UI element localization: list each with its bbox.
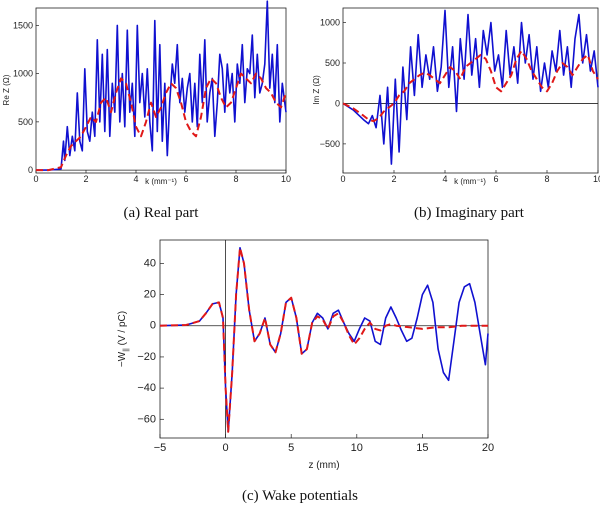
x-tick-label: 6 (493, 174, 498, 184)
panel-a-frame (35, 7, 287, 174)
y-tick-label: 0 (28, 165, 33, 175)
panel-b-ylabel: Im Z (Ω) (312, 75, 321, 105)
x-tick-label: 4 (133, 174, 138, 184)
panel-b-series (342, 9, 599, 165)
x-tick-label: 20 (482, 442, 494, 454)
x-tick-label: 8 (233, 174, 238, 184)
caption-c: (c) Wake potentials (242, 488, 358, 504)
x-tick-label: 4 (442, 174, 447, 184)
panel-b-frame (342, 7, 599, 174)
panel-a-xlabel: k (mm⁻¹) (145, 177, 177, 186)
y-tick-label: −500 (320, 139, 340, 149)
panel-c-xlabel: z (mm) (308, 460, 339, 471)
x-tick-label: 0 (223, 442, 229, 454)
x-tick-label: 5 (288, 442, 294, 454)
panel-c-ylabel-rest: (V / pC) (117, 311, 128, 348)
panel-b-xlabel: k (mm⁻¹) (454, 177, 486, 186)
series-dashed-red-line (342, 49, 599, 123)
panel-c-ylabel-main: −W (117, 351, 128, 367)
series-solid-blue-line (36, 0, 287, 171)
panel-c-wake-potentials: −5 0 5 10 15 20 40 20 0 −20 −40 −60 z (mm) −W|| (V … (117, 239, 494, 471)
panel-a-ylabel: Re Z (Ω) (2, 74, 11, 105)
y-tick-label: 40 (144, 257, 156, 269)
x-tick-label: 15 (416, 442, 428, 454)
panel-b-imaginary-part: 0 2 4 6 8 10 −500 0 500 1000 k (mm⁻¹) Im Z (Ω) (312, 7, 600, 186)
panel-a-ticks: 0 2 4 6 8 10 0 500 1000 1500 (13, 20, 291, 184)
x-tick-label: 2 (391, 174, 396, 184)
y-tick-label: 1500 (13, 20, 33, 30)
series-solid-blue-line (159, 247, 489, 433)
series-dashed-red-line (36, 72, 287, 172)
caption-a: (a) Real part (124, 205, 200, 221)
y-tick-label: 0 (335, 98, 340, 108)
panel-a-real-part: 0 2 4 6 8 10 0 500 1000 1500 k (mm⁻¹) Re Z (Ω) (2, 0, 291, 186)
y-tick-label: 1000 (320, 18, 340, 28)
panel-c-ticks: −5 0 5 10 15 20 40 20 0 −20 −40 −60 (137, 257, 494, 454)
series-solid-blue-line (342, 9, 599, 165)
panel-c-zero-lines (160, 240, 488, 438)
x-tick-label: 0 (33, 174, 38, 184)
y-tick-label: 0 (150, 320, 156, 332)
panel-a-series (36, 0, 287, 172)
series-dashed-red-line (159, 246, 488, 433)
x-tick-label: 0 (340, 174, 345, 184)
x-tick-label: 10 (593, 174, 600, 184)
y-tick-label: 500 (18, 117, 33, 127)
y-tick-label: 20 (144, 289, 156, 301)
y-tick-label: −40 (137, 382, 156, 394)
y-tick-label: −20 (137, 351, 156, 363)
x-tick-label: −5 (154, 442, 167, 454)
y-tick-label: 1000 (13, 69, 33, 79)
panel-c-ylabel-sub: || (123, 348, 130, 352)
x-tick-label: 8 (544, 174, 549, 184)
caption-b: (b) Imaginary part (414, 205, 525, 221)
x-tick-label: 10 (281, 174, 291, 184)
x-tick-label: 2 (83, 174, 88, 184)
y-tick-label: −60 (137, 413, 156, 425)
y-tick-label: 500 (325, 58, 340, 68)
panel-c-series (159, 246, 489, 433)
x-tick-label: 6 (183, 174, 188, 184)
panel-b-ticks: 0 2 4 6 8 10 −500 0 500 1000 (320, 18, 600, 184)
x-tick-label: 10 (351, 442, 363, 454)
panel-c-ylabel: −W|| (V / pC) (117, 311, 130, 367)
panel-c-frame (159, 239, 489, 439)
